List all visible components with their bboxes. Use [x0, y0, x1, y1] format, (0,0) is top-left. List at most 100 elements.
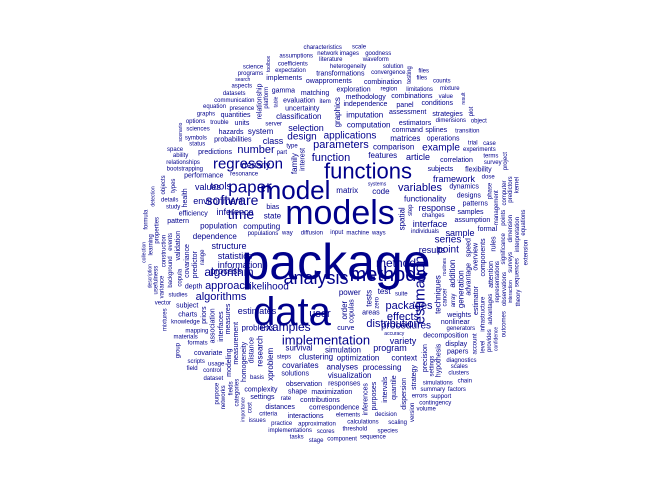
word-tasks: tasks	[290, 434, 304, 440]
word-input: input	[330, 230, 343, 236]
word-detection: detection	[151, 186, 157, 207]
word-formats: formats	[188, 341, 208, 347]
word-predictors: predictors	[508, 176, 514, 202]
word-dimension: dimension	[508, 215, 514, 242]
word-variables: variables	[398, 182, 443, 194]
word-selection: selection	[288, 123, 324, 133]
word-owapproments: owapproments	[306, 78, 352, 85]
word-testing: testing	[407, 66, 413, 84]
word-mixtures: mixtures	[162, 308, 168, 331]
word-implements: implements	[266, 75, 302, 82]
word-study: study	[166, 204, 180, 210]
word-charts: charts	[178, 312, 198, 319]
word-analyses: analyses	[326, 363, 358, 372]
word-chain: chain	[458, 379, 472, 385]
word-range: range	[200, 249, 206, 265]
word-components: components	[480, 238, 487, 277]
word-series: series	[435, 235, 462, 246]
word-waveform: waveform	[362, 57, 389, 63]
word-relationships: relationships	[166, 160, 200, 166]
word-literature: literature	[319, 57, 343, 63]
word-case: case	[483, 141, 496, 147]
word-programs: programs	[238, 71, 263, 77]
word-implementations: implementations	[268, 428, 312, 434]
word-part: part	[277, 150, 288, 156]
word-copulas: copulas	[348, 299, 355, 324]
word-terms: terms	[483, 154, 498, 160]
word-methodology: methodology	[346, 94, 387, 101]
word-framework: framework	[433, 174, 476, 184]
word-graphics: graphics	[333, 97, 342, 127]
word-modeling: modeling	[226, 348, 233, 377]
word-toolbox: toolbox	[266, 55, 272, 72]
word-description: description	[148, 264, 154, 288]
word-purposes: purposes	[371, 381, 378, 410]
word-interactions: interactions	[288, 413, 324, 420]
word-relationship: relationship	[256, 84, 263, 120]
word-strategy: strategy	[411, 365, 418, 390]
word-value: value	[439, 94, 454, 100]
word-confidence: confidence	[493, 327, 499, 351]
word-computer: computer	[502, 180, 508, 205]
word-shape: shape	[288, 389, 307, 396]
word-dynamics: dynamics	[449, 184, 479, 191]
word-decomposition: decomposition	[423, 332, 468, 339]
word-inferences: inferences	[363, 383, 370, 416]
word-dataset: dataset	[204, 376, 224, 382]
word-simulation: simulation	[325, 346, 361, 355]
word-advantage: advantage	[465, 263, 472, 296]
word-order: order	[340, 300, 349, 319]
word-research: research	[255, 335, 264, 366]
word-observations: observations	[502, 272, 508, 306]
word-association: association	[210, 308, 217, 343]
word-techniques: techniques	[433, 275, 442, 314]
word-calculations: calculations	[347, 420, 378, 426]
word-strategies: strategies	[432, 111, 463, 118]
word-values: values	[195, 182, 222, 192]
word-scripts: scripts	[187, 359, 204, 365]
word-properties: properties	[155, 217, 161, 244]
word-communication: communication	[214, 98, 254, 104]
word-issues: issues	[249, 418, 266, 424]
word-distances: distances	[265, 404, 295, 411]
word-interest: interest	[300, 148, 307, 171]
word-complexity: complexity	[244, 387, 278, 394]
word-plot: plot	[469, 106, 475, 116]
word-networks: networks	[221, 385, 227, 409]
word-knowledge: knowledge	[171, 320, 200, 326]
word-article: article	[406, 152, 430, 162]
word-transformations: transformations	[316, 70, 365, 77]
word-clustering: clustering	[299, 353, 333, 362]
word-imputation: imputation	[346, 110, 383, 119]
word-precision: precision	[422, 344, 429, 372]
word-response: response	[418, 203, 455, 213]
word-group: group	[176, 342, 182, 358]
word-measures: measures	[225, 303, 232, 334]
word-models: models	[285, 194, 395, 232]
word-formal: formal	[478, 226, 498, 233]
word-structure: structure	[211, 241, 246, 251]
word-files: files	[418, 68, 429, 74]
word-project: project	[503, 152, 509, 170]
word-power: power	[339, 288, 361, 297]
word-resonance: resonance	[230, 172, 259, 178]
word-practice: practice	[271, 421, 293, 427]
word-mixture: mixture	[440, 86, 460, 92]
word-addition: addition	[448, 260, 457, 288]
word-algorithms: algorithms	[196, 291, 247, 303]
word-comparison: comparison	[373, 143, 414, 152]
word-basis: basis	[250, 375, 264, 381]
word-regression: regression	[213, 156, 283, 173]
word-samples: samples	[457, 209, 484, 216]
word-species: species	[378, 428, 398, 434]
word-implementation: implementation	[282, 333, 370, 348]
word-status: status	[189, 141, 205, 147]
word-subject: subject	[176, 303, 198, 310]
word-matrices: matrices	[390, 134, 420, 143]
word-matrix: matrix	[336, 186, 358, 195]
word-interaction: interaction	[508, 280, 514, 303]
word-conditions: conditions	[422, 100, 454, 107]
word-space: space	[167, 147, 184, 153]
word-goodness: goodness	[365, 51, 391, 57]
